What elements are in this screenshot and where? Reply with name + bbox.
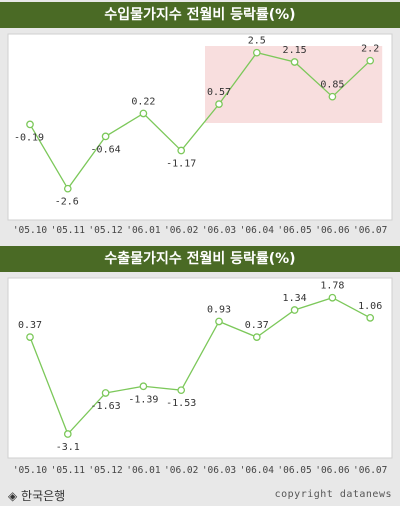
- x-tick-label: '05.11: [51, 225, 86, 236]
- data-point: [101, 389, 110, 397]
- series-line: [29, 297, 371, 436]
- data-point: [252, 333, 261, 341]
- copyright-label: copyright datanews: [274, 489, 392, 500]
- x-tick-label: '06.07: [353, 465, 387, 476]
- data-label: 1.78: [320, 281, 344, 292]
- data-label: -2.6: [55, 197, 79, 208]
- x-tick-label: '06.05: [277, 225, 311, 236]
- data-label: 1.06: [358, 301, 382, 312]
- x-tick-label: '06.03: [202, 225, 236, 236]
- data-point: [366, 56, 375, 65]
- data-label: -1.53: [166, 398, 196, 409]
- x-tick-label: '06.06: [315, 465, 350, 476]
- data-point: [328, 293, 337, 302]
- data-label: 0.37: [245, 320, 269, 331]
- import-price-chart: -0.19 -2.6 -0.64 0.22 -1.17 0.57 2.5 2.15 0.85 2.…: [7, 33, 393, 236]
- data-label: 0.85: [320, 80, 344, 91]
- data-point: [26, 120, 34, 129]
- x-tick-label: '05.12: [88, 465, 122, 476]
- data-label: -0.19: [14, 132, 44, 143]
- chart1-title: 수입물가지수 전월비 등락률(%): [0, 2, 400, 28]
- x-tick-label: '06.04: [240, 465, 275, 476]
- x-tick-label: '05.11: [51, 465, 86, 476]
- data-point: [139, 109, 148, 118]
- x-tick-label: '06.06: [315, 225, 350, 236]
- data-point: [366, 313, 375, 322]
- data-point: [177, 386, 186, 395]
- data-point: [101, 132, 110, 141]
- x-tick-label: '06.02: [164, 225, 198, 236]
- data-label: -0.64: [91, 144, 121, 155]
- data-label: -1.39: [128, 394, 158, 405]
- series-line: [29, 51, 371, 190]
- x-tick-label: '06.01: [126, 465, 161, 476]
- x-tick-label: '06.05: [277, 465, 311, 476]
- data-point: [63, 184, 72, 193]
- data-label: 2.15: [283, 45, 307, 56]
- data-point: [215, 100, 223, 108]
- data-point: [290, 58, 299, 66]
- plot-area: [7, 277, 393, 459]
- data-label: 0.22: [131, 96, 155, 107]
- data-point: [290, 306, 299, 314]
- data-label: -1.17: [166, 159, 196, 170]
- data-label: 0.57: [207, 87, 231, 98]
- x-tick-label: '06.04: [240, 225, 275, 236]
- data-label: -1.63: [91, 401, 121, 412]
- x-tick-label: '06.07: [353, 225, 387, 236]
- x-tick-label: '05.10: [13, 465, 48, 476]
- data-label: 2.2: [361, 44, 379, 55]
- data-point: [328, 92, 337, 101]
- source-label: ◈ 한국은행: [8, 489, 66, 503]
- data-point: [177, 146, 186, 155]
- x-tick-label: '06.02: [164, 465, 198, 476]
- data-label: 2.5: [248, 36, 266, 47]
- data-label: 0.37: [18, 320, 42, 331]
- x-tick-label: '05.10: [13, 225, 48, 236]
- export-price-chart: 0.37 -3.1 -1.63 -1.39 -1.53 0.93 0.37 1.34 1.78 1…: [7, 277, 393, 476]
- data-point: [26, 333, 34, 341]
- chart2-title: 수출물가지수 전월비 등락률(%): [0, 246, 400, 272]
- data-point: [215, 317, 223, 326]
- data-point: [139, 382, 148, 391]
- x-tick-label: '05.12: [88, 225, 122, 236]
- x-tick-label: '06.01: [126, 225, 161, 236]
- data-label: -3.1: [56, 442, 80, 453]
- data-label: 1.34: [283, 293, 307, 304]
- data-point: [63, 430, 72, 438]
- x-tick-label: '06.03: [202, 465, 236, 476]
- data-point: [252, 48, 261, 57]
- highlight-region: [205, 46, 383, 123]
- data-label: 0.93: [207, 304, 231, 315]
